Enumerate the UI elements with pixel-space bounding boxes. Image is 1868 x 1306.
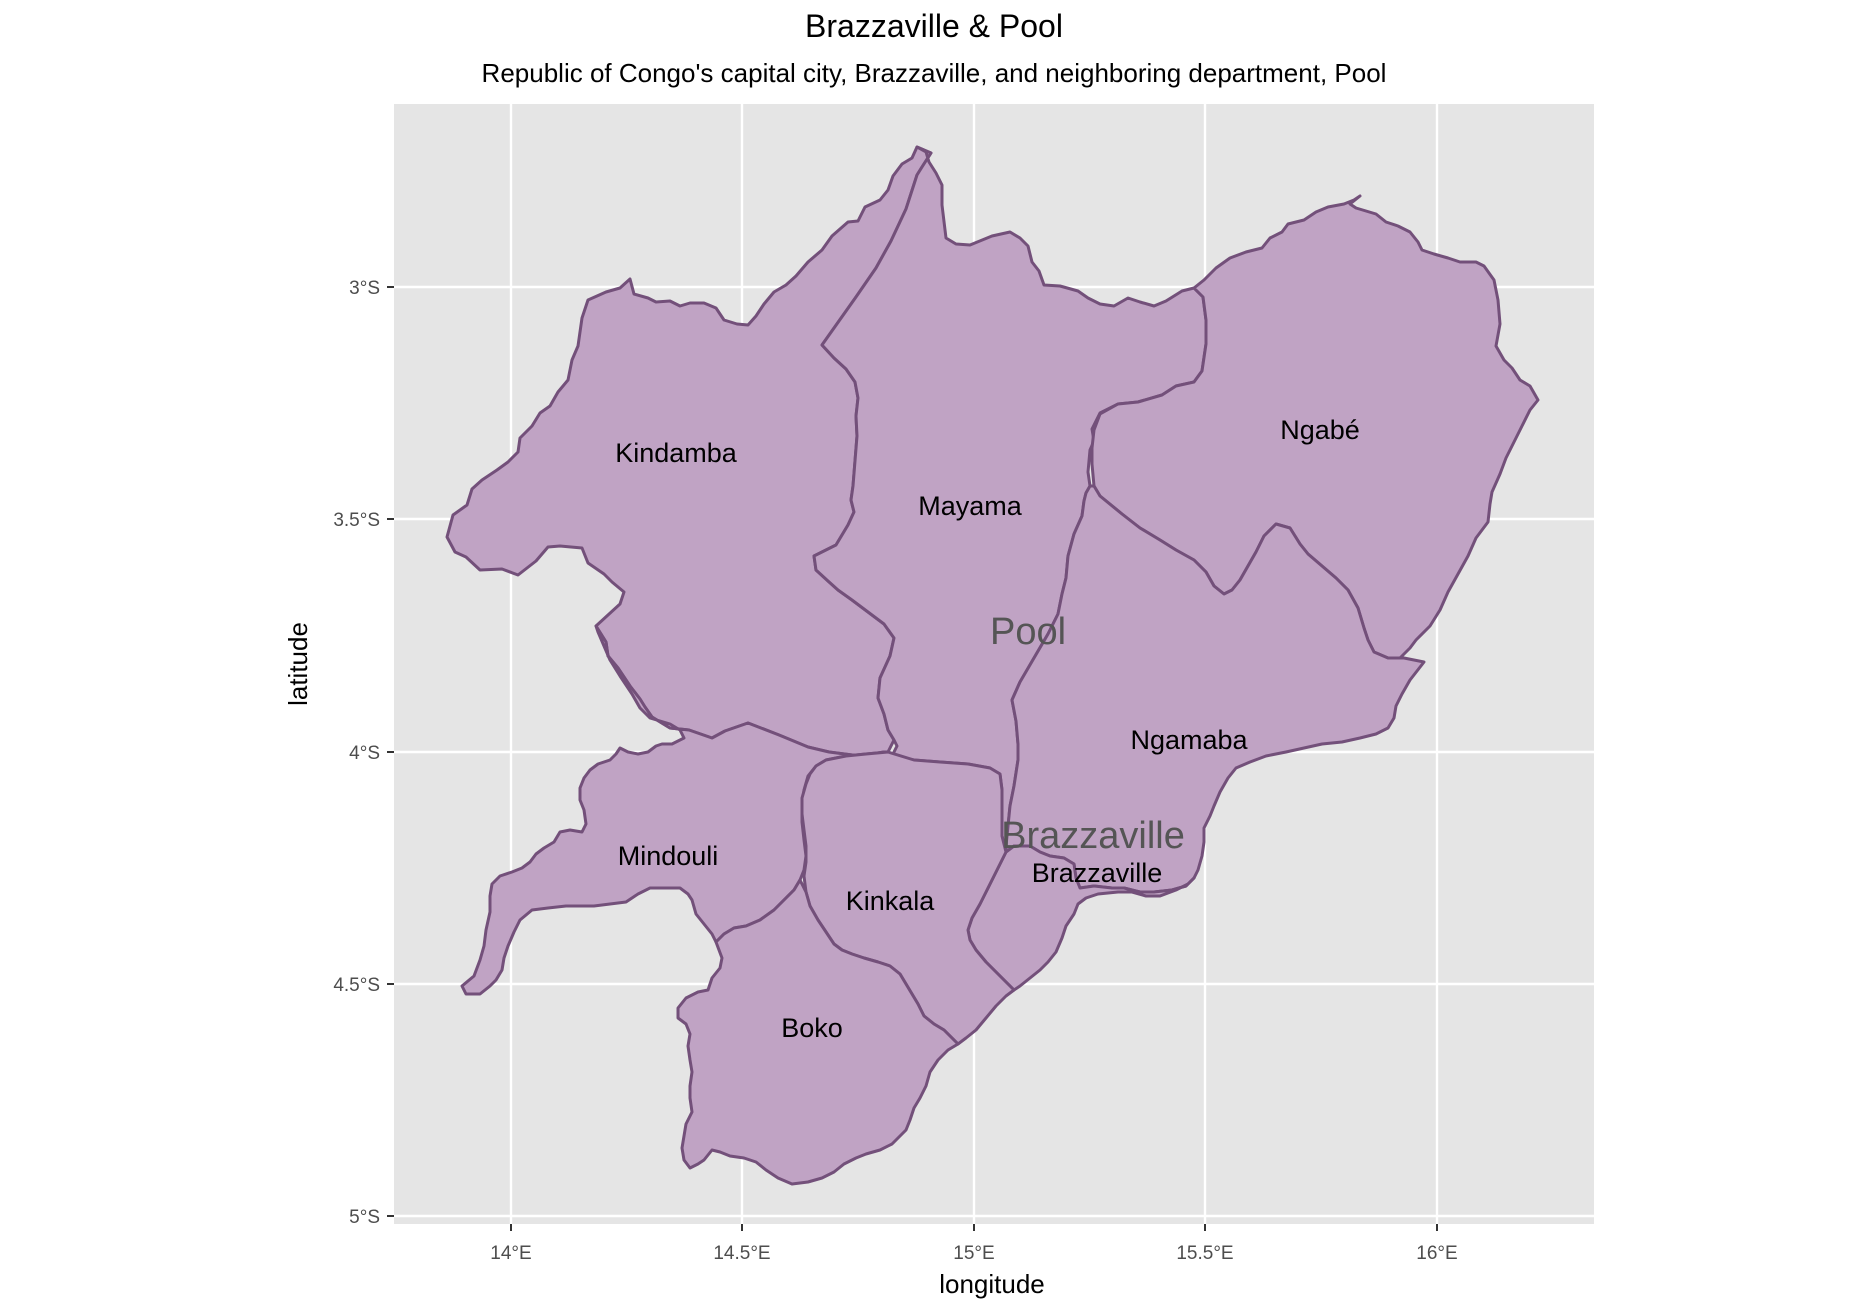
x-tick-label: 15°E [953,1243,994,1264]
y-axis-title: latitude [283,622,313,706]
x-axis-title: longitude [939,1269,1045,1299]
region-boko[interactable] [676,878,960,1186]
district-label-brazzaville: Brazzaville [1032,858,1163,888]
district-label-ngabe: Ngabé [1280,415,1360,445]
department-label-brazzaville: Brazzaville [1001,815,1185,857]
chart-title: Brazzaville & Pool [805,8,1063,44]
y-tick-label: 5°S [349,1207,380,1228]
x-tick-label: 14°E [490,1243,531,1264]
x-tick-label: 15.5°E [1176,1243,1233,1264]
region-ngamaba[interactable] [1004,484,1426,894]
chart-subtitle: Republic of Congo's capital city, Brazza… [481,58,1387,88]
district-label-boko: Boko [781,1013,843,1043]
x-tick-label: 16°E [1416,1243,1457,1264]
district-label-kinkala: Kinkala [846,886,936,916]
y-tick-label: 3°S [349,278,380,299]
district-label-mayama: Mayama [918,491,1023,521]
district-label-ngamaba: Ngamaba [1130,725,1248,755]
tick-marks [387,286,1438,1231]
regions [445,145,1540,1186]
y-tick-label: 3.5°S [333,510,380,531]
x-tick-label: 14.5°E [713,1243,770,1264]
department-label-pool: Pool [990,611,1066,653]
district-label-kindamba: Kindamba [615,438,738,468]
y-tick-label: 4.5°S [333,975,380,996]
district-label-mindouli: Mindouli [618,841,719,871]
y-tick-label: 4°S [349,743,380,764]
